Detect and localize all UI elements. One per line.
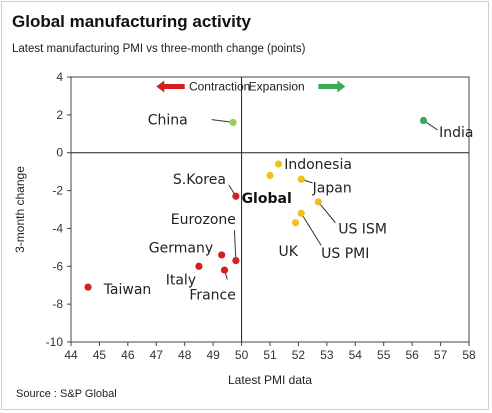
x-tick-label: 57 bbox=[434, 348, 448, 362]
x-tick-label: 58 bbox=[462, 348, 476, 362]
x-axis-label: Latest PMI data bbox=[228, 373, 312, 387]
point-label-japan: Japan bbox=[312, 181, 352, 197]
point-label-indonesia: Indonesia bbox=[284, 157, 352, 173]
expansion-label: Expansion bbox=[249, 79, 305, 93]
leader-line-us-ism bbox=[317, 201, 336, 224]
x-tick-label: 49 bbox=[206, 348, 220, 362]
y-tick-label: 4 bbox=[56, 70, 63, 84]
point-us-pmi bbox=[297, 209, 305, 217]
point-label-italy: Italy bbox=[166, 273, 196, 289]
point-china bbox=[229, 118, 237, 127]
chart-subtitle: Latest manufacturing PMI vs three-month … bbox=[12, 43, 306, 55]
point-germany bbox=[218, 251, 226, 259]
y-tick-label: -4 bbox=[52, 221, 63, 235]
y-tick-label: -6 bbox=[52, 259, 63, 273]
point-label-taiwan: Taiwan bbox=[103, 282, 152, 298]
leader-line-us-pmi bbox=[300, 213, 322, 246]
y-axis-label: 3-month change bbox=[13, 166, 27, 253]
point-uk bbox=[291, 219, 300, 227]
x-tick-label: 55 bbox=[377, 348, 391, 362]
contraction-arrow-icon bbox=[156, 80, 185, 93]
x-tick-label: 50 bbox=[235, 348, 249, 362]
point-us-ism bbox=[314, 198, 322, 206]
x-tick-label: 51 bbox=[263, 348, 277, 362]
point-eurozone bbox=[232, 257, 240, 265]
point-japan bbox=[297, 175, 305, 183]
y-tick-label: 2 bbox=[56, 108, 63, 122]
y-tick-label: -8 bbox=[52, 297, 63, 311]
point-india bbox=[419, 116, 428, 125]
point-taiwan bbox=[84, 283, 92, 291]
point-label-eurozone: Eurozone bbox=[171, 212, 236, 228]
point-label-us-pmi: US PMI bbox=[321, 246, 369, 262]
x-tick-label: 45 bbox=[93, 348, 107, 362]
chart-title: Global manufacturing activity bbox=[12, 12, 251, 31]
x-tick-label: 54 bbox=[349, 348, 363, 362]
x-tick-label: 44 bbox=[64, 348, 78, 362]
point-indonesia bbox=[274, 160, 283, 168]
point-s-korea bbox=[232, 192, 240, 200]
x-tick-label: 47 bbox=[150, 348, 164, 362]
point-italy bbox=[195, 262, 203, 270]
y-tick-label: 0 bbox=[56, 146, 63, 160]
leader-line-eurozone bbox=[233, 230, 237, 261]
y-tick-label: -10 bbox=[46, 335, 64, 349]
x-tick-label: 56 bbox=[405, 348, 419, 362]
point-label-india: India bbox=[439, 125, 473, 141]
point-label-france: France bbox=[189, 288, 236, 304]
point-label-germany: Germany bbox=[149, 240, 213, 256]
point-label-china: China bbox=[148, 113, 188, 129]
contraction-label: Contraction bbox=[189, 79, 250, 93]
point-label-s-korea: S.Korea bbox=[173, 172, 226, 188]
point-label-global: Global bbox=[242, 191, 292, 207]
point-label-us-ism: US ISM bbox=[338, 221, 387, 237]
point-global bbox=[266, 171, 274, 180]
plot-border bbox=[70, 76, 470, 343]
y-tick-label: -2 bbox=[52, 184, 63, 198]
x-tick-label: 53 bbox=[320, 348, 334, 362]
point-france bbox=[220, 266, 229, 274]
x-tick-label: 48 bbox=[178, 348, 192, 362]
source-note: Source : S&P Global bbox=[16, 388, 117, 400]
expansion-arrow-icon bbox=[318, 80, 346, 93]
point-label-uk: UK bbox=[279, 244, 299, 260]
x-tick-label: 52 bbox=[292, 348, 306, 362]
x-tick-label: 46 bbox=[121, 348, 135, 362]
